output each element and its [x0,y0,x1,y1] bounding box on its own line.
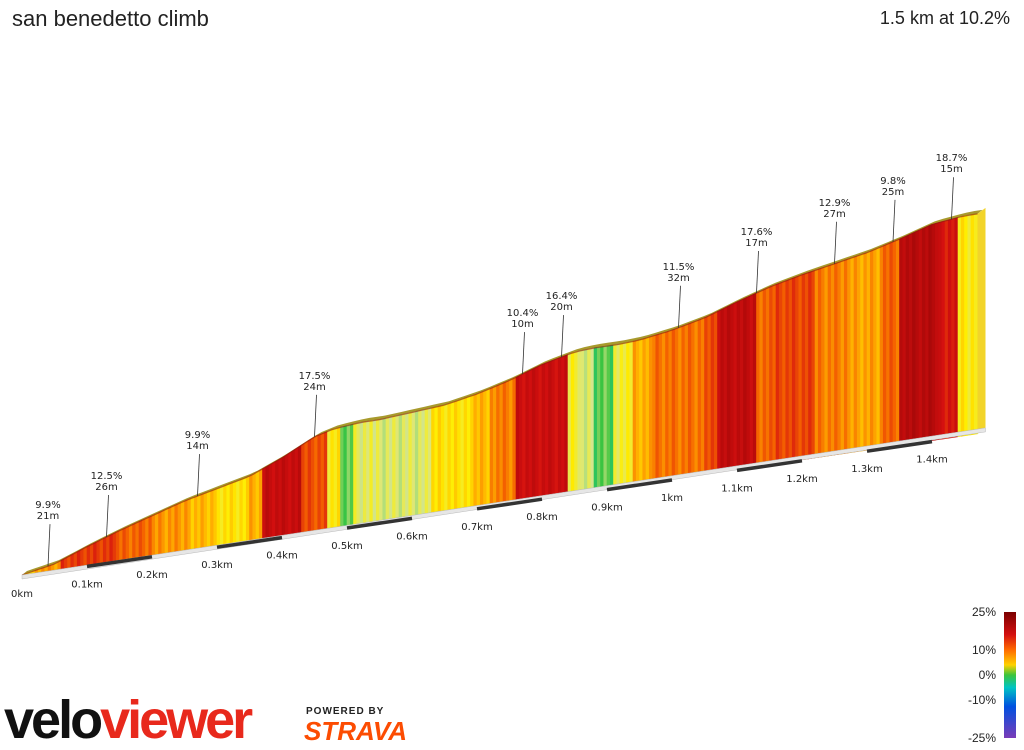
legend-label: 10% [972,643,996,657]
x-tick-label: 1km [661,493,683,504]
annotation-length: 20m [550,302,572,313]
annotation-leader [522,332,525,375]
annotation-leader [197,454,200,497]
x-tick-label: 0.3km [201,560,232,571]
gradient-annotations: 9.9%21m12.5%26m9.9%14m17.5%24m10.4%10m16… [35,153,968,567]
x-tick-label: 0.2km [136,570,167,581]
annotation-grade: 12.9% [819,198,851,209]
strava-logo: STRAVA [304,716,408,746]
annotation-leader [47,524,51,567]
logo-velo: velo [4,690,103,750]
annotation-length: 10m [511,319,533,330]
x-tick-label: 0.7km [461,522,492,533]
annotation-leader [314,394,317,437]
x-tick-label: 1.1km [721,483,752,494]
x-tick-label: 0km [11,589,33,600]
annotation-grade: 12.5% [91,471,123,482]
annotation-grade: 17.6% [741,227,773,238]
annotation-grade: 9.8% [880,176,905,187]
legend-label: 0% [979,668,997,682]
legend-label: 25% [972,605,996,619]
annotation-leader [756,251,759,294]
x-tick-label: 0.5km [331,541,362,552]
annotation-grade: 18.7% [936,153,968,164]
veloviewer-logo: veloviewer [4,690,253,750]
annotation-grade: 16.4% [546,291,578,302]
baseline-band [736,459,803,473]
distance-baseline [21,427,986,580]
annotation-length: 24m [303,382,325,393]
annotation-grade: 9.9% [35,500,60,511]
x-tick-label: 0.6km [396,531,427,542]
annotation-length: 15m [940,164,962,175]
profile-ridge-line [21,213,978,576]
baseline-band [606,478,673,492]
x-tick-label: 1.4km [916,455,947,466]
annotation-length: 17m [745,238,767,249]
annotation-grade: 11.5% [663,262,695,273]
annotation-leader [834,221,837,264]
annotation-grade: 17.5% [299,371,331,382]
x-tick-label: 0.9km [591,503,622,514]
logo-viewer: viewer [100,690,253,750]
annotation-leader [951,177,954,220]
annotation-length: 26m [95,482,117,493]
x-tick-label: 1.3km [851,464,882,475]
annotation-length: 27m [823,209,845,220]
annotation-leader [678,285,681,328]
annotation-grade: 9.9% [185,430,210,441]
annotation-length: 32m [667,273,689,284]
annotation-grade: 10.4% [507,308,539,319]
annotation-leader [106,495,109,538]
legend-label: -25% [968,731,996,745]
baseline-band [346,516,413,530]
powered-by-label: POWERED BY [306,706,385,717]
annotation-length: 14m [186,441,208,452]
baseline-band [866,439,933,453]
annotation-leader [561,315,564,358]
distance-ticks: 0km 0.1km 0.2km 0.3km 0.4km 0.5km 0.6km 0.7km 0.… [11,455,948,600]
annotation-length: 21m [37,511,59,522]
x-tick-label: 1.2km [786,474,817,485]
annotation-length: 25m [882,187,904,198]
page-title: san benedetto climb [12,6,209,31]
profile-end-cap [977,207,986,434]
baseline-band [476,497,543,511]
profile-top-edge [21,213,978,576]
x-tick-label: 0.1km [71,579,102,590]
baseline-band [216,535,283,549]
baseline-band [86,555,153,569]
legend-label: -10% [968,693,996,707]
climb-summary: 1.5 km at 10.2% [879,8,1010,28]
x-tick-label: 0.8km [526,512,557,523]
x-tick-label: 0.4km [266,551,297,562]
legend-color-bar [1004,612,1016,738]
annotation-leader [892,199,896,242]
